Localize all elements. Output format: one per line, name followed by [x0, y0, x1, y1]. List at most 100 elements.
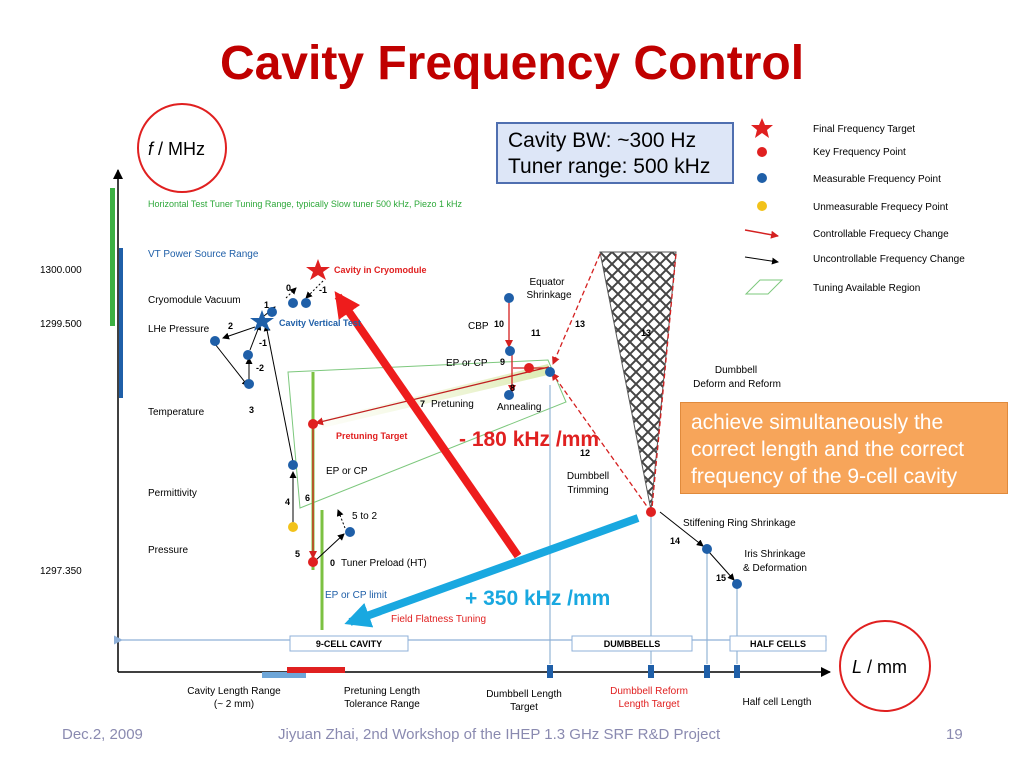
label-ep-or-cp-6: EP or CP	[326, 466, 368, 477]
y-tick-1299-5: 1299.500	[40, 319, 82, 330]
footer-page-number: 19	[946, 726, 963, 743]
arrow-13a-dashed	[552, 253, 601, 365]
bandwidth-box: Cavity BW: ~300 Hz Tuner range: 500 kHz	[496, 122, 734, 184]
pretuning-glow-band	[320, 364, 552, 428]
label-5-to-2: 5 to 2	[352, 511, 377, 522]
step-12: 12	[580, 448, 590, 458]
section-9cell-label: 9-CELL CAVITY	[316, 639, 382, 649]
legend-final-target: Final Frequency Target	[813, 124, 915, 135]
step-13b: 13	[641, 328, 651, 338]
point-ep-cp-9	[524, 363, 534, 373]
arrow-2	[222, 326, 256, 340]
step-numbers: 0 -1 1 2 -1 -2 3 10 11 13 13 9 8 7 12 6 …	[228, 283, 726, 583]
rate-negative-label: - 180 kHz /mm	[459, 428, 599, 451]
label-ep-cp-limit: EP or CP limit	[325, 590, 387, 601]
arrow-15	[708, 551, 735, 581]
legend-tuning-region: Tuning Available Region	[813, 283, 920, 294]
point-cryomodule-vacuum-2	[301, 298, 311, 308]
effect-pressure: Pressure	[148, 545, 188, 556]
achieve-box: achieve simultaneously the correct lengt…	[680, 402, 1008, 494]
step-15: 15	[716, 573, 726, 583]
label-iris-2: & Deformation	[743, 563, 807, 574]
legend-blue-dot-icon	[757, 173, 767, 183]
dumbbell-reform-target-marker	[648, 665, 654, 678]
cavity-length-range-label: Cavity Length Range	[187, 686, 281, 697]
arrow-minus-1a	[305, 280, 324, 299]
iris-length-marker	[704, 665, 710, 678]
point-tuner-preload	[308, 557, 318, 567]
arrow-13b-dashed	[651, 253, 677, 509]
point-minus-1	[243, 350, 253, 360]
effect-lhe-pressure: LHe Pressure	[148, 324, 210, 335]
legend-uncontrollable-change: Uncontrollable Frequency Change	[813, 254, 965, 265]
step-minus-1b: -1	[259, 338, 267, 348]
bandwidth-line-2: Tuner range: 500 kHz	[508, 155, 711, 178]
step-9: 9	[500, 357, 505, 367]
point-annealing	[504, 390, 514, 400]
horizontal-test-range-label: Horizontal Test Tuner Tuning Range, typi…	[148, 199, 462, 209]
star-cavity-cryomodule	[306, 259, 330, 280]
step-7: 7	[420, 399, 425, 409]
cavity-length-range-bar	[262, 672, 306, 678]
big-red-arrow	[334, 291, 522, 559]
half-cell-length-label: Half cell Length	[743, 697, 812, 708]
arrow-12-dashed	[551, 372, 652, 513]
step-14: 14	[670, 536, 680, 546]
point-pretuning-target	[308, 419, 318, 429]
label-cbp: CBP	[468, 321, 489, 332]
x-axis-label: L / mm	[852, 657, 907, 677]
y-tick-1297-35: 1297.350	[40, 566, 82, 577]
step-0: 0	[286, 283, 291, 293]
arrow-lhe-down	[214, 343, 249, 387]
point-minus-2	[244, 379, 254, 389]
arrow-3	[263, 324, 294, 463]
legend-key-point: Key Frequency Point	[813, 147, 906, 158]
label-dumbbell-deform-1: Dumbbell	[715, 365, 757, 376]
footer-date: Dec.2, 2009	[62, 726, 143, 743]
horizontal-test-range-bar	[110, 188, 115, 326]
step-minus-2: -2	[256, 363, 264, 373]
step-13a: 13	[575, 319, 585, 329]
step-10: 10	[494, 319, 504, 329]
big-cyan-arrow	[344, 514, 640, 628]
step-8: 8	[510, 383, 515, 393]
arrow-7-pretuning	[315, 366, 550, 426]
point-5-to-2	[345, 527, 355, 537]
point-iris	[732, 579, 742, 589]
section-dumbbells-box	[571, 635, 693, 652]
step-1: 1	[264, 300, 269, 310]
label-field-flatness: Field Flatness Tuning	[391, 614, 486, 625]
label-dumbbell-trim-1: Dumbbell	[567, 471, 609, 482]
dumbbell-length-target-marker	[547, 665, 553, 678]
step-minus-1a: -1	[319, 285, 327, 295]
bandwidth-line-1: Cavity BW: ~300 Hz	[508, 129, 697, 152]
label-pretuning: Pretuning	[431, 399, 474, 410]
legend-unmeasurable-point: Unmeasurable Frequecy Point	[813, 202, 948, 213]
dumbbell-reform-sub: Length Target	[619, 699, 680, 710]
vt-power-range-bar	[119, 248, 123, 398]
label-tuner-preload: Tuner Preload (HT)	[341, 558, 427, 569]
pretuning-length-sub: Tolerance Range	[344, 699, 420, 710]
label-stiffening: Stiffening Ring Shrinkage	[683, 518, 796, 529]
step-11: 11	[531, 328, 541, 338]
footer-event: Jiyuan Zhai, 2nd Workshop of the IHEP 1.…	[278, 726, 721, 743]
section-halfcells-label: HALF CELLS	[750, 639, 806, 649]
legend-red-dot-icon	[757, 147, 767, 157]
point-lhe-pressure	[210, 336, 220, 346]
y-axis-label-circle	[137, 103, 227, 193]
label-equator-2: Shrinkage	[526, 290, 571, 301]
legend-star-icon	[751, 118, 773, 138]
point-step-1	[267, 307, 277, 317]
cavity-length-range-sub: (~ 2 mm)	[214, 699, 254, 710]
step-0b: 0	[330, 558, 335, 568]
effect-temperature: Temperature	[148, 407, 205, 418]
point-dumbbell-trim	[646, 507, 656, 517]
legend-measurable-point: Measurable Frequency Point	[813, 174, 941, 185]
rate-positive-label: + 350 kHz /mm	[465, 587, 610, 610]
arrow-5-to-2	[336, 509, 346, 529]
point-cbp	[505, 346, 515, 356]
label-cavity-vertical: Cavity Vertical Test	[279, 318, 361, 328]
legend-controllable-change: Controllable Frequecy Change	[813, 229, 949, 240]
vt-power-range-label: VT Power Source Range	[148, 249, 259, 260]
